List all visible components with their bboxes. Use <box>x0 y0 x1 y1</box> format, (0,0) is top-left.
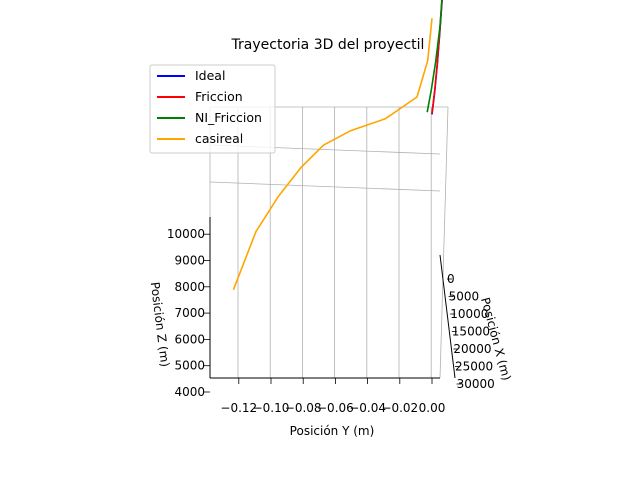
legend-label: NI_Friccion <box>195 110 262 125</box>
y-tick-label: 0.00 <box>419 401 446 415</box>
data-series <box>232 0 443 291</box>
x-axis-line <box>439 254 456 379</box>
z-tick-label: 8000 <box>174 280 205 294</box>
z-tick-label: 4000 <box>174 385 205 399</box>
legend-box <box>149 64 276 154</box>
x-tick-label: 0 <box>447 272 455 286</box>
y-axis-label: Posición Y (m) <box>290 424 375 438</box>
legend-label: casireal <box>195 131 243 146</box>
x-tick-label: 25000 <box>455 360 493 374</box>
x-tick-label: 30000 <box>457 377 495 391</box>
y-tick-label: −0.10 <box>253 401 290 415</box>
y-tick-label: −0.12 <box>220 401 257 415</box>
z-tick-label: 5000 <box>174 359 205 373</box>
y-tick-label: −0.04 <box>349 401 386 415</box>
z-tick-label: 9000 <box>174 254 205 268</box>
x-tick-label: 10000 <box>450 307 488 321</box>
z-tick-label: 7000 <box>174 306 205 320</box>
x-tick-label: 5000 <box>449 290 480 304</box>
y-axis-ticks: −0.12−0.10−0.08−0.06−0.04−0.02 0.00 <box>220 378 445 415</box>
z-tick-label: 10000 <box>167 227 205 241</box>
z-axis-ticks: 4000 5000 6000 7000 8000 9000 10000 <box>167 227 210 399</box>
z-axis-label: Posición Z (m) <box>148 281 172 368</box>
grid-line <box>209 181 441 192</box>
x-axis-ticks: 0 5000 10000 15000 20000 25000 30000 <box>447 272 495 391</box>
legend: Ideal Friccion NI_Friccion casireal <box>149 64 276 154</box>
y-tick-label: −0.06 <box>317 401 354 415</box>
x-tick-label: 15000 <box>452 325 490 339</box>
y-tick-label: −0.08 <box>285 401 322 415</box>
series-line-ni-friccion <box>426 0 443 113</box>
chart-title: Trayectoria 3D del proyectil <box>231 37 425 53</box>
series-line-casireal <box>232 18 433 291</box>
legend-label: Ideal <box>195 68 225 83</box>
grid-line <box>439 106 449 379</box>
y-tick-label: −0.02 <box>381 401 418 415</box>
legend-label: Friccion <box>195 89 243 104</box>
x-tick-label: 20000 <box>453 342 491 356</box>
z-tick-label: 6000 <box>174 332 205 346</box>
